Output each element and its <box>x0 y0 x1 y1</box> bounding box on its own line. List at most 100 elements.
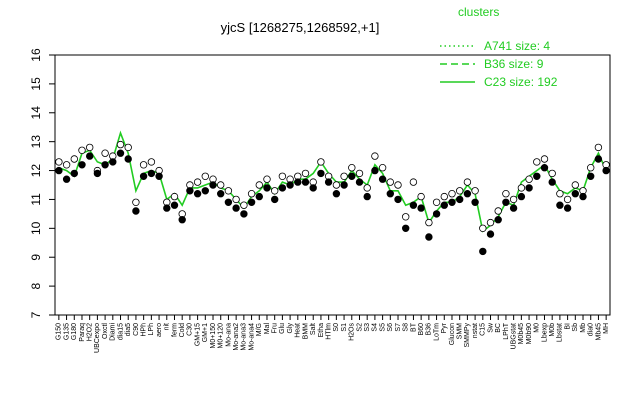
x-tick-label: HTlm <box>325 323 332 340</box>
data-point <box>101 149 109 157</box>
data-point <box>78 146 86 154</box>
x-tick-label: Mo-ana3 <box>241 323 248 351</box>
x-tick-label: S4 <box>372 323 379 332</box>
x-tick-label: B36 <box>426 323 433 336</box>
data-point <box>247 198 256 206</box>
x-tick-label: Paraq <box>79 323 86 342</box>
x-tick-label: Mo-ana2 <box>233 323 240 351</box>
x-tick-label: nit <box>164 323 171 330</box>
x-tick-label: M0+120 <box>218 323 225 349</box>
data-point <box>456 195 464 204</box>
x-tick-label: S5 <box>379 323 386 332</box>
data-point <box>517 192 526 201</box>
data-point <box>540 163 549 172</box>
data-point <box>216 189 225 198</box>
data-point <box>371 152 379 160</box>
data-point <box>116 149 125 157</box>
data-point <box>486 218 495 227</box>
x-tick-label: Fru <box>272 323 279 334</box>
data-point <box>109 158 117 166</box>
y-tick-label: 15 <box>29 77 43 91</box>
data-point <box>232 195 240 204</box>
x-tick-label: Gly <box>287 323 294 334</box>
data-point <box>548 169 556 178</box>
data-point <box>363 184 371 192</box>
x-tick-label: Heat <box>295 323 302 338</box>
data-point <box>224 198 233 206</box>
data-point <box>371 166 379 175</box>
data-point <box>479 247 487 256</box>
x-tick-label: dia0 <box>588 323 595 336</box>
data-point <box>278 172 287 180</box>
data-point <box>525 175 533 183</box>
data-point <box>286 181 294 189</box>
y-axis: 7 8 9 10 11 12 13 14 15 16 <box>29 48 55 318</box>
data-point <box>62 175 71 183</box>
x-axis: G150 G135 G180 Paraq H2O2 UBCexpo Oxctl Diami di… <box>56 315 610 353</box>
data-point <box>456 187 464 195</box>
data-point <box>201 172 209 180</box>
data-point <box>533 172 541 180</box>
x-tick-label: Mb45 <box>595 323 602 341</box>
x-tick-label: M0b90 <box>526 323 533 345</box>
data-point <box>525 184 533 192</box>
x-tick-label: Lbexp <box>541 323 548 342</box>
x-tick-label: C15 <box>480 323 487 336</box>
data-point <box>409 178 418 186</box>
data-point <box>579 192 587 201</box>
data-point <box>340 172 348 180</box>
x-tick-label: BT <box>410 322 417 332</box>
data-point <box>332 181 341 189</box>
data-point <box>193 189 202 198</box>
data-point <box>255 181 263 189</box>
y-tick-label: 11 <box>29 193 43 206</box>
y-tick-label: 14 <box>29 106 43 120</box>
data-point <box>247 189 256 198</box>
data-point <box>139 161 148 169</box>
data-point <box>170 192 179 201</box>
data-point <box>440 201 448 209</box>
data-point <box>324 178 333 186</box>
data-point <box>309 184 317 192</box>
data-point <box>517 184 526 192</box>
data-point <box>394 195 402 204</box>
x-tick-label: G180 <box>71 323 78 340</box>
y-tick-label: 8 <box>29 282 43 289</box>
x-tick-label: S7 <box>395 323 402 332</box>
data-point <box>587 163 595 172</box>
series-lines <box>58 130 607 233</box>
data-point <box>494 215 502 224</box>
data-point <box>448 189 456 198</box>
data-point <box>563 195 572 204</box>
x-tick-label: C90 <box>133 323 140 336</box>
x-tick-label: LoTm <box>433 323 440 341</box>
data-point <box>124 143 132 152</box>
x-tick-label: Glu <box>279 323 286 334</box>
data-point <box>417 204 425 212</box>
data-point <box>240 210 248 218</box>
y-tick-label: 12 <box>29 164 43 178</box>
data-point <box>209 181 217 189</box>
data-point <box>594 155 603 163</box>
data-point <box>479 224 487 232</box>
x-tick-label: SMM <box>457 323 464 340</box>
data-point <box>240 201 248 209</box>
x-tick-label: Mo-ana <box>225 323 232 347</box>
data-point <box>378 163 387 172</box>
data-point <box>170 201 179 209</box>
x-tick-label: M0+150 <box>210 323 217 349</box>
legend-entries: A741 size: 4 B36 size: 9 C23 size: 192 <box>440 39 558 89</box>
legend-label: B36 size: 9 <box>484 57 544 71</box>
data-point <box>70 155 78 163</box>
x-tick-label: GM+15 <box>194 323 201 346</box>
legend-label: C23 size: 192 <box>484 75 558 89</box>
data-point <box>163 204 171 212</box>
data-point <box>394 181 402 189</box>
x-tick-label: Oxctl <box>102 323 109 339</box>
data-point <box>301 178 310 186</box>
y-tick-label: 9 <box>29 254 43 261</box>
data-point <box>55 166 63 175</box>
legend-title: clusters <box>458 5 499 19</box>
data-point <box>263 184 271 192</box>
data-point <box>440 192 448 201</box>
